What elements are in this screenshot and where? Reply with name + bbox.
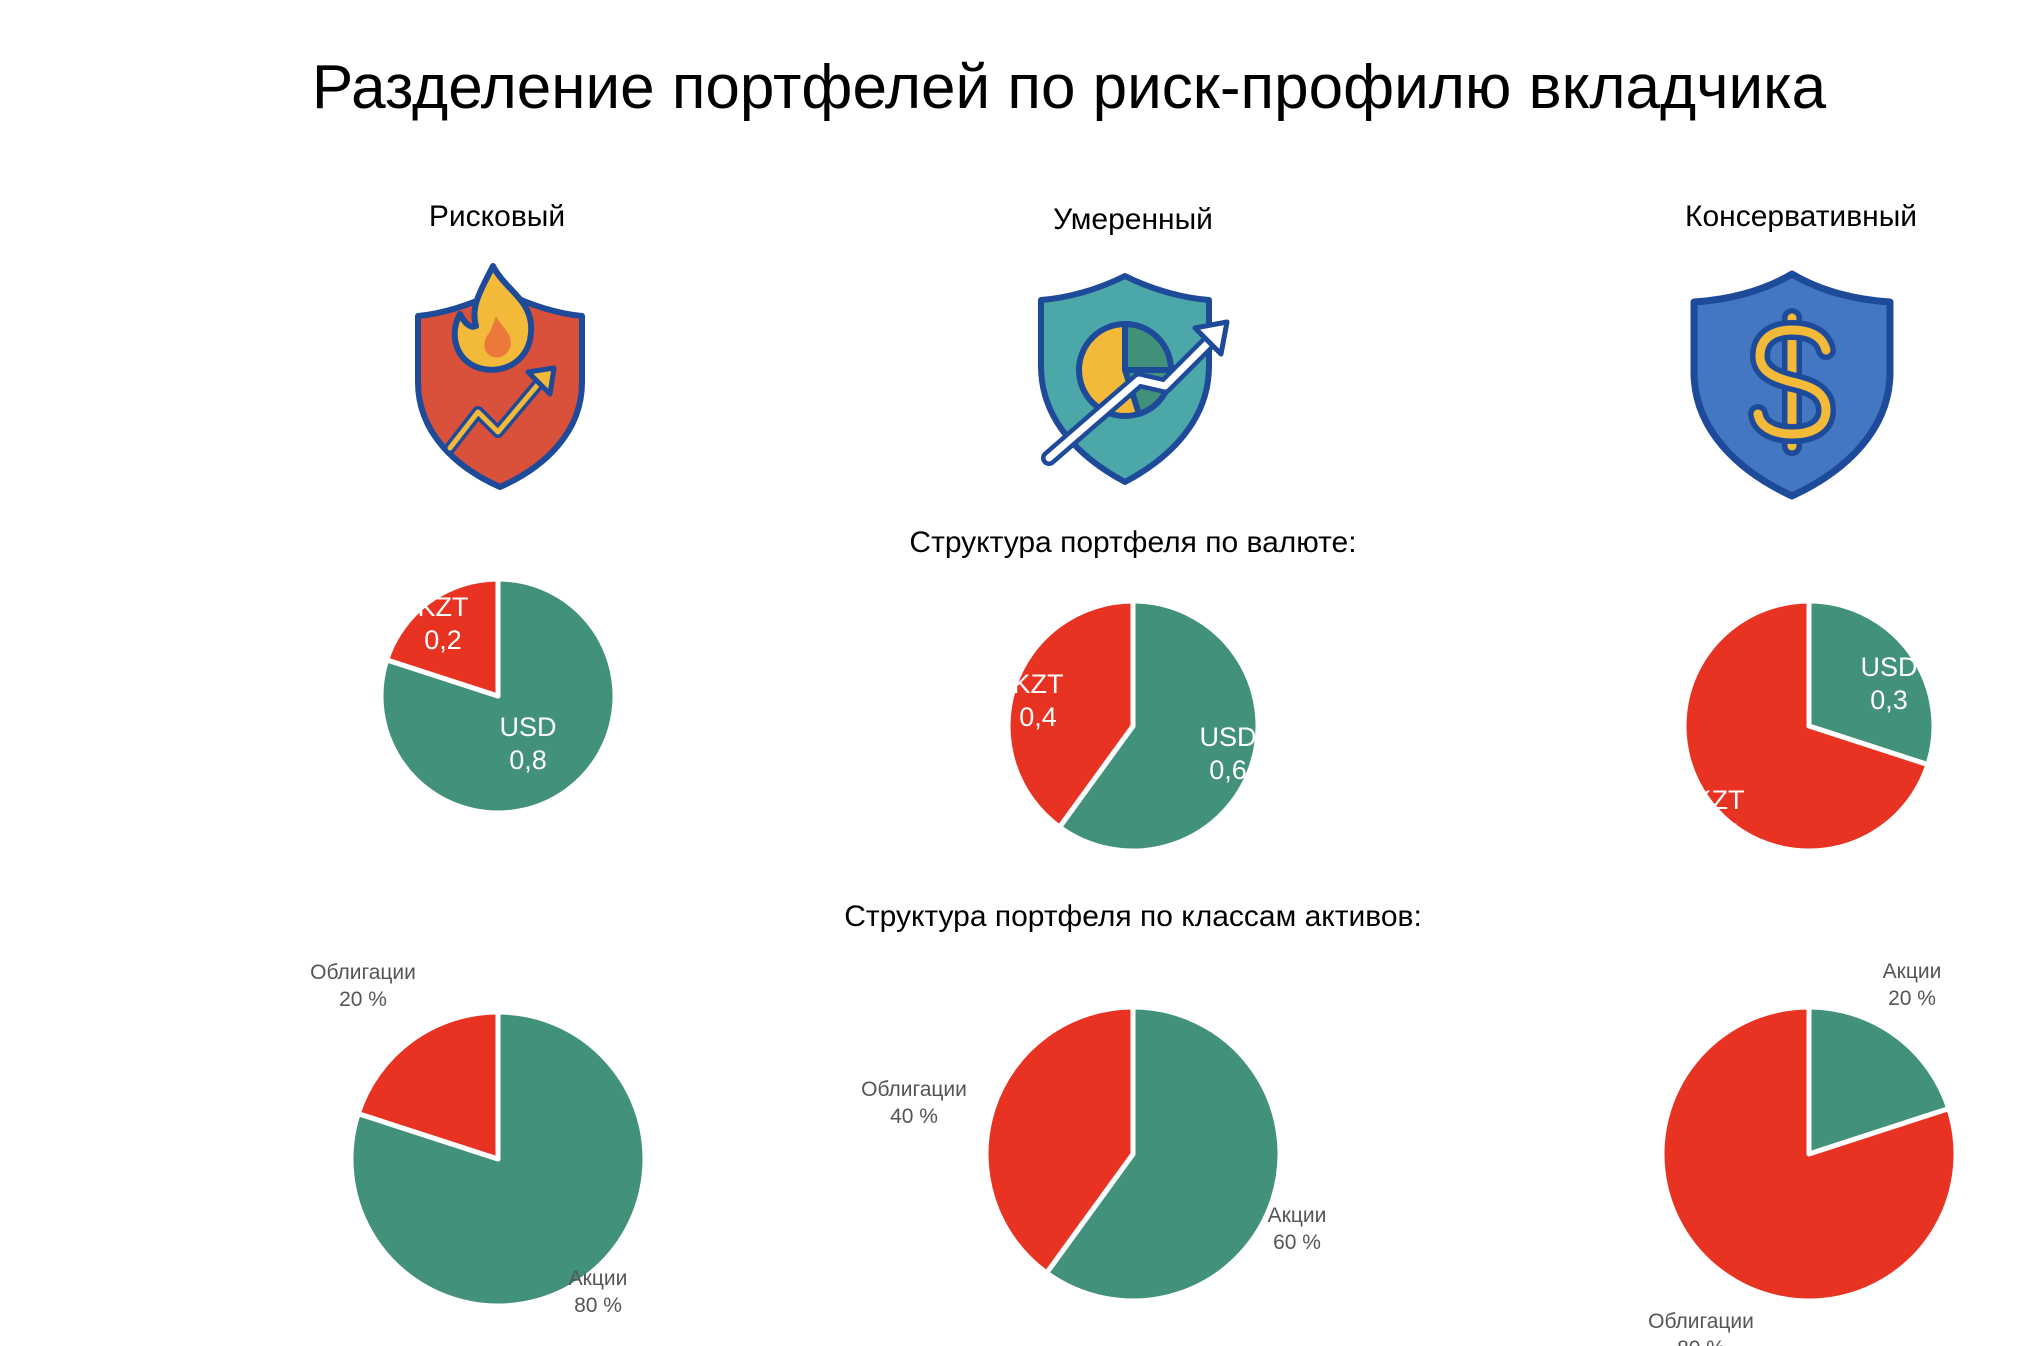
pie-slice-kzt <box>1005 598 1136 830</box>
currency-section-title: Структура портфеля по валюте: <box>909 526 1357 559</box>
pie-label-usd: USD <box>1199 722 1256 752</box>
pie-slice-облигации <box>355 1009 501 1162</box>
assets-section-title: Структура портфеля по классам активов: <box>844 900 1422 933</box>
pie-value-usd: 0,3 <box>1870 685 1908 715</box>
page-title: Разделение портфелей по риск-профилю вкл… <box>311 53 1827 122</box>
pie-label-акции: Акции <box>1883 960 1942 983</box>
pie-label-облигации: Облигации <box>861 1078 967 1101</box>
pie-value-акции: 80 % <box>574 1294 622 1317</box>
pie-label-kzt: KZT <box>1694 785 1745 815</box>
profile-title-conservative: Консервативный <box>1684 200 1918 233</box>
pie-value-kzt: 0,7 <box>1700 818 1738 848</box>
pie-slice-облигации <box>1659 1004 1959 1304</box>
pie-slice-usd <box>1806 598 1937 768</box>
pie-label-kzt: KZT <box>1013 669 1064 699</box>
pie-value-акции: 20 % <box>1888 987 1936 1010</box>
assets-pie-0: Акции 80 % Облигации 20 % <box>310 961 648 1317</box>
pie-value-usd: 0,6 <box>1209 755 1247 785</box>
pie-value-kzt: 0,4 <box>1019 702 1057 732</box>
pie-label-акции: Акции <box>569 1267 628 1290</box>
shield-fire-growth-icon <box>415 263 585 490</box>
profile-title-moderate: Умеренный <box>1053 203 1213 236</box>
pie-value-облигации: 80 % <box>1677 1337 1725 1346</box>
pie-label-акции: Акции <box>1268 1204 1327 1227</box>
shield-dollar-icon <box>1690 270 1894 500</box>
pie-value-облигации: 40 % <box>890 1105 938 1128</box>
pie-slice-kzt <box>1681 598 1931 854</box>
shield-pie-growth-icon <box>1038 273 1230 485</box>
pie-label-usd: USD <box>1860 652 1917 682</box>
pie-label-kzt: KZT <box>418 592 469 622</box>
profile-title-risky: Рисковый <box>428 200 566 233</box>
pie-slice-usd <box>1057 598 1261 854</box>
pie-value-облигации: 20 % <box>339 988 387 1011</box>
pie-slice-акции <box>1806 1004 1952 1157</box>
assets-pie-1: Акции 60 % Облигации 40 % <box>861 1004 1326 1304</box>
pie-slice-облигации <box>983 1004 1136 1276</box>
assets-pie-2: Акции 20 % Облигации 80 % <box>1648 960 1959 1346</box>
pie-slice-usd <box>378 576 618 816</box>
pie-slice-акции <box>1044 1004 1283 1304</box>
pie-label-usd: USD <box>499 712 556 742</box>
pie-slice-kzt <box>384 576 501 699</box>
pie-label-облигации: Облигации <box>1648 1310 1754 1333</box>
pie-value-kzt: 0,2 <box>424 625 462 655</box>
pie-value-usd: 0,8 <box>509 745 547 775</box>
pie-value-акции: 60 % <box>1273 1231 1321 1254</box>
pie-label-облигации: Облигации <box>310 961 416 984</box>
